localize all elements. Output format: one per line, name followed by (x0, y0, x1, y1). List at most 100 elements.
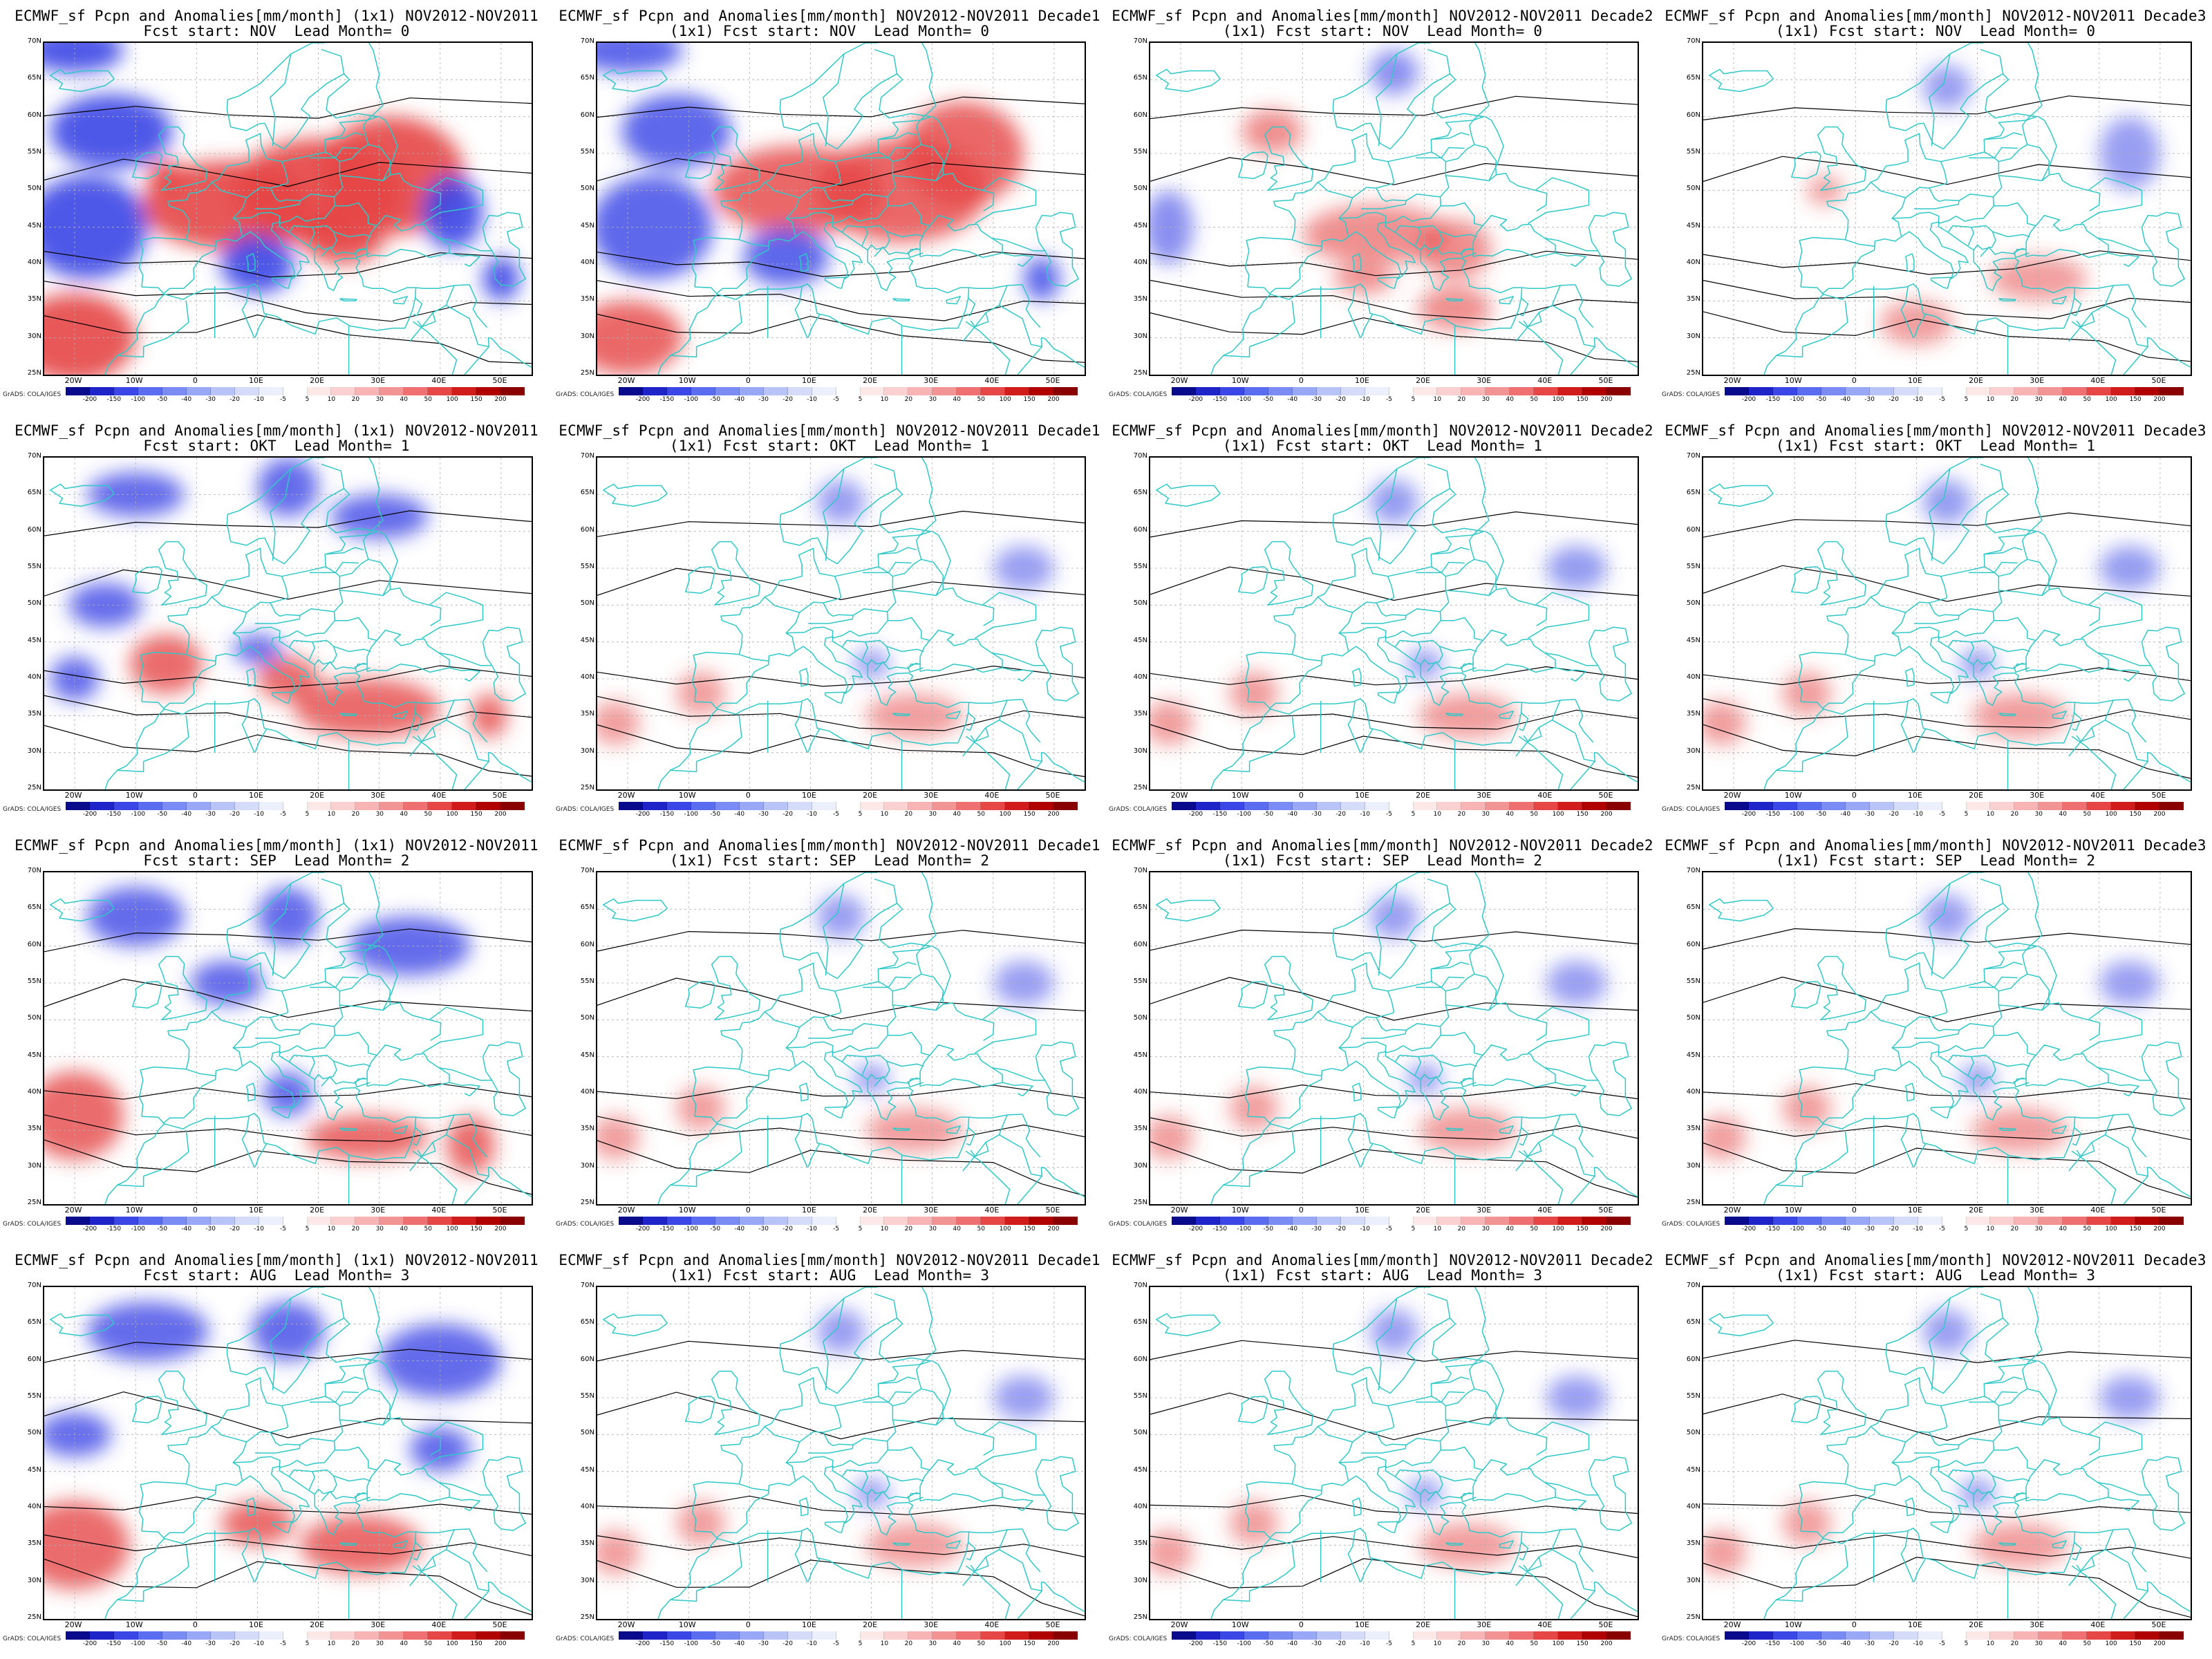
colorbar-segment (1029, 387, 1054, 395)
colorbar-segment (2014, 1217, 2039, 1225)
colorbar-label: 50 (977, 396, 985, 403)
colorbar-label: -200 (82, 396, 97, 403)
lon-tick-label: 10W (125, 376, 143, 385)
lat-tick-label: 70N (27, 867, 41, 874)
colorbar-segment (138, 1217, 162, 1225)
lat-tick-label: 30N (1686, 332, 1700, 340)
colorbar-segment (836, 802, 861, 810)
colorbar-segment (1244, 802, 1268, 810)
colorbar-segment (1172, 387, 1196, 395)
colorbar-label: 100 (2105, 1640, 2117, 1647)
colorbar-label: -10 (254, 396, 264, 403)
lat-tick-label: 45N (580, 636, 594, 644)
lon-tick-label: 10E (248, 791, 263, 800)
colorbar-segment (1534, 1217, 1559, 1225)
colorbar-segment (739, 1217, 764, 1225)
colorbar-segment (89, 1631, 114, 1640)
grads-credit: GrADS: COLA/IGES (1109, 391, 1168, 398)
positive-anomaly (597, 701, 640, 745)
lat-tick-label: 60N (1133, 111, 1147, 119)
panel-subtitle: Fcst start: SEP Lead Month= 2 (143, 852, 410, 869)
positive-anomaly (294, 679, 440, 738)
colorbar-segment (2087, 387, 2112, 395)
colorbar-segment (234, 387, 259, 395)
lon-tick-label: 50E (492, 791, 507, 800)
positive-anomaly (1418, 286, 1492, 330)
colorbar-label: -40 (1287, 811, 1298, 818)
colorbar-segment (1582, 387, 1607, 395)
grads-credit: GrADS: COLA/IGES (1662, 806, 1721, 813)
lat-tick-label: 65N (27, 489, 41, 497)
colorbar-segment (932, 1217, 957, 1225)
colorbar-segment (1365, 1631, 1389, 1640)
colorbar-segment (763, 802, 788, 810)
colorbar-segment (715, 802, 740, 810)
colorbar-segment (138, 802, 162, 810)
contour-line (44, 1139, 532, 1195)
map-panel: ECMWF_sf Pcpn and Anomalies[mm/month] NO… (1659, 1244, 2212, 1659)
anomaly-field (1806, 65, 2160, 346)
colorbar-segment (884, 1217, 909, 1225)
positive-anomaly (1150, 701, 1193, 745)
positive-anomaly (1150, 1116, 1193, 1160)
colorbar-label: 40 (1506, 396, 1514, 403)
colorbar-segment (908, 1631, 933, 1640)
colorbar-segment (1534, 387, 1559, 395)
colorbar-label: 10 (1986, 396, 1995, 403)
colorbar-label: -40 (1287, 396, 1298, 403)
colorbar-label: 20 (351, 811, 360, 818)
colorbar-label: 100 (999, 1226, 1011, 1232)
colorbar-segment (787, 387, 812, 395)
colorbar-label: 100 (446, 1640, 458, 1647)
colorbar-segment (836, 1631, 861, 1640)
lat-tick-label: 30N (1686, 1161, 1700, 1170)
lon-tick-label: 10W (1784, 791, 1802, 800)
colorbar-segment (2111, 802, 2136, 810)
colorbar-segment (2135, 1217, 2160, 1225)
lat-tick-label: 50N (1133, 1429, 1147, 1437)
colorbar-segment (1893, 1631, 1918, 1640)
lon-tick-label: 20W (617, 1206, 635, 1215)
colorbar-segment (884, 1631, 909, 1640)
colorbar-segment (1413, 802, 1438, 810)
colorbar-label: -40 (1840, 1226, 1851, 1232)
graticule (597, 458, 1085, 789)
contour-line (1703, 1142, 2191, 1199)
lat-tick-label: 60N (27, 1355, 41, 1363)
lat-tick-label: 25N (1133, 1613, 1147, 1621)
colorbar-segment (259, 1631, 283, 1640)
colorbar-label: 50 (1530, 811, 1538, 818)
colorbar-label: 200 (1600, 396, 1613, 403)
graticule (1150, 43, 1638, 375)
colorbar-label: -100 (131, 811, 146, 818)
colorbar-segment (355, 1631, 380, 1640)
coastlines (1156, 43, 1638, 375)
colorbar-label: 40 (1506, 811, 1514, 818)
colorbar-label: -150 (106, 1640, 122, 1647)
lon-tick-label: 20E (863, 791, 878, 800)
colorbar-segment (162, 1217, 187, 1225)
lat-tick-label: 30N (1686, 747, 1700, 755)
panel-subtitle: (1x1) Fcst start: OKT Lead Month= 1 (669, 438, 990, 454)
lon-tick-label: 40E (1537, 1206, 1553, 1215)
panel-subtitle: (1x1) Fcst start: AUG Lead Month= 3 (1775, 1267, 2096, 1284)
colorbar-segment (2087, 802, 2112, 810)
panel-title: ECMWF_sf Pcpn and Anomalies[mm/month] NO… (559, 8, 1100, 24)
colorbar-label: -50 (1816, 811, 1827, 818)
colorbar-segment (1893, 1217, 1918, 1225)
colorbar-segment (2038, 1217, 2063, 1225)
panel-title: ECMWF_sf Pcpn and Anomalies[mm/month] NO… (1112, 422, 1653, 439)
colorbar-label: -30 (1864, 396, 1875, 403)
colorbar-label: -100 (131, 396, 146, 403)
lon-tick-label: 10W (1231, 376, 1249, 385)
map-panel: ECMWF_sf Pcpn and Anomalies[mm/month] NO… (1106, 415, 1659, 830)
graticule (1150, 458, 1638, 789)
colorbar-segment (1582, 802, 1607, 810)
lat-tick-label: 70N (27, 37, 41, 45)
colorbar-segment (812, 1631, 836, 1640)
grads-credit: GrADS: COLA/IGES (3, 1635, 62, 1642)
colorbar-label: -150 (1212, 811, 1228, 818)
colorbar-label: -200 (1741, 1640, 1756, 1647)
lon-tick-label: 20W (1723, 1206, 1741, 1215)
lat-tick-label: 50N (27, 1014, 41, 1022)
